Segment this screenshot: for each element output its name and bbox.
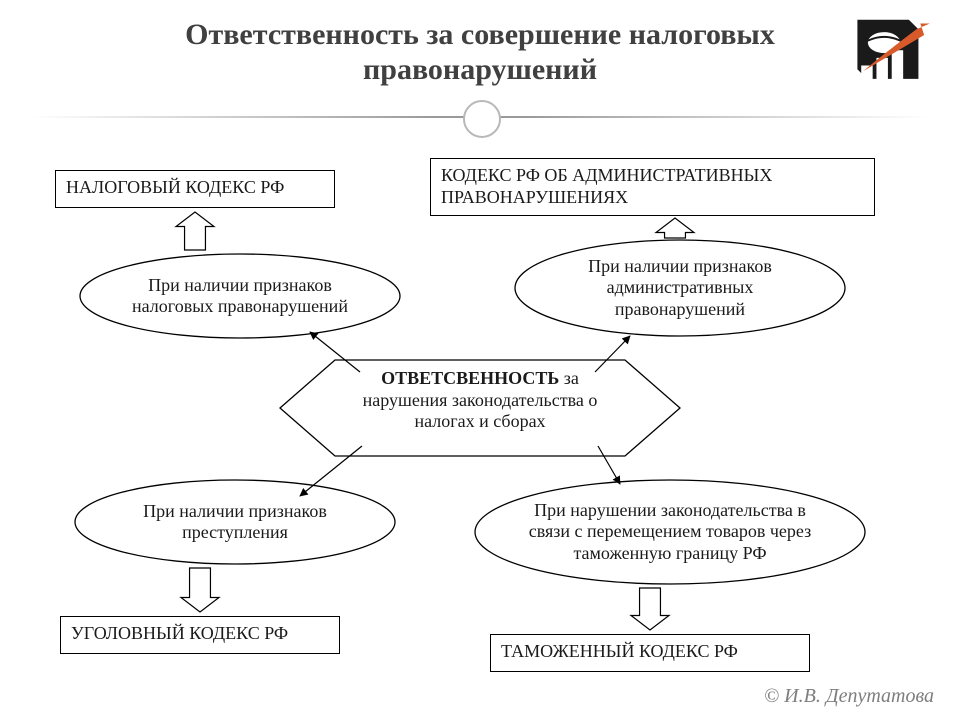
diagram-area: НАЛОГОВЫЙ КОДЕКС РФ КОДЕКС РФ ОБ АДМИНИС…: [0, 140, 960, 700]
box-admin-code: КОДЕКС РФ ОБ АДМИНИСТРАТИВНЫХ ПРАВОНАРУШ…: [430, 158, 875, 216]
box-tax-code: НАЛОГОВЫЙ КОДЕКС РФ: [55, 170, 335, 208]
title-line-2: правонарушений: [363, 53, 597, 86]
box-criminal-code: УГОЛОВНЫЙ КОДЕКС РФ: [60, 616, 340, 654]
title-line-1: Ответственность за совершение налоговых: [185, 18, 775, 51]
ellipse-tax-signs: При наличии признаков налоговых правонар…: [116, 265, 364, 328]
ellipse-admin-signs: При наличии признаков административных п…: [552, 252, 808, 324]
copyright-footer: © И.В. Депутатова: [764, 685, 934, 708]
decorative-ring-icon: [463, 100, 501, 138]
box-customs-code: ТАМОЖЕННЫЙ КОДЕКС РФ: [490, 634, 810, 672]
ellipse-crime-signs: При наличии признаков преступления: [111, 491, 359, 554]
ellipse-customs-signs: При нарушении законодательства в связи с…: [519, 493, 821, 571]
center-hex: ОТВЕТСВЕННОСТЬ за нарушения законодатель…: [344, 368, 616, 433]
page-title: Ответственность за совершение налоговыхп…: [0, 18, 960, 87]
logo-icon: [838, 14, 934, 96]
